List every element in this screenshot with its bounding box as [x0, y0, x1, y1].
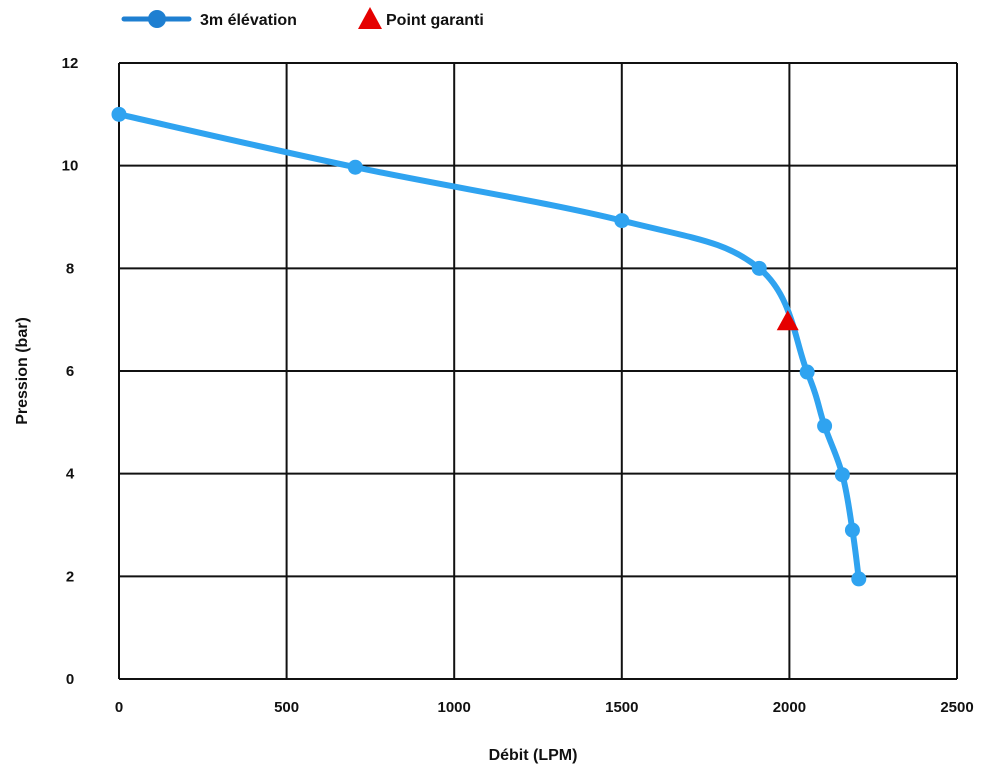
grid [118, 62, 958, 680]
x-tick-label: 500 [274, 699, 299, 716]
x-tick-label: 1500 [605, 699, 638, 716]
y-tick-label: 4 [66, 466, 75, 483]
x-tick-label: 2500 [940, 699, 973, 716]
y-tick-label: 12 [62, 55, 79, 72]
data-point [799, 364, 815, 380]
x-tick-label: 0 [115, 699, 123, 716]
legend-label-elevation: 3m élévation [200, 12, 297, 29]
data-point [111, 106, 127, 122]
data-point [834, 467, 850, 483]
series-layer [111, 106, 867, 587]
tick-labels: 0 500 1000 1500 2000 2500 0 2 4 6 8 10 12 [62, 55, 974, 716]
x-tick-label: 1000 [438, 699, 471, 716]
data-point [851, 571, 867, 587]
series-line [116, 111, 862, 582]
data-point [751, 260, 767, 276]
legend-circle-marker [148, 10, 166, 28]
x-tick-label: 2000 [773, 699, 806, 716]
legend-label-guaranteed: Point garanti [386, 12, 484, 29]
y-tick-label: 10 [62, 158, 79, 175]
data-point [614, 213, 630, 229]
y-tick-label: 0 [66, 671, 74, 688]
legend: 3m élévation Point garanti [121, 7, 484, 29]
x-axis-title: Débit (LPM) [489, 747, 578, 764]
y-tick-label: 6 [66, 363, 74, 380]
data-point [347, 159, 363, 175]
data-point [844, 522, 860, 538]
guaranteed-point-marker [776, 310, 799, 331]
data-point [817, 418, 833, 434]
legend-triangle-marker [358, 7, 382, 29]
y-tick-label: 8 [66, 260, 74, 277]
y-axis-title: Pression (bar) [14, 317, 31, 425]
y-tick-label: 2 [66, 568, 74, 585]
